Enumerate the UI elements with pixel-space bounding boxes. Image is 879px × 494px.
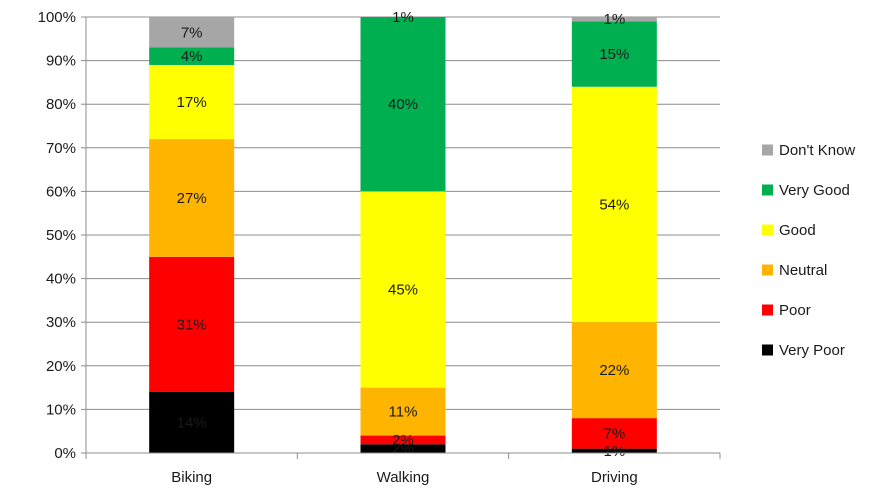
legend-swatch [762, 224, 773, 236]
legend-swatch [762, 184, 773, 196]
bar-segment-driving-very-good [571, 21, 657, 87]
y-tick-label: 30% [46, 314, 76, 331]
legend-label: Very Good [779, 182, 850, 199]
data-label: 15% [599, 46, 629, 63]
bar-segment-biking-poor [149, 256, 235, 392]
y-tick-label: 70% [46, 140, 76, 157]
bar-segment-driving-very-poor [571, 448, 657, 453]
legend-swatch [762, 344, 773, 356]
legend-swatch [762, 144, 773, 156]
data-label: 27% [177, 190, 207, 207]
data-label: 1% [603, 11, 625, 28]
y-tick-label: 90% [46, 53, 76, 70]
legend: Don't Know Very Good Good Neutral Poor Very P… [762, 142, 855, 359]
y-tick-label: 60% [46, 183, 76, 200]
bar-segment-driving-neutral [571, 322, 657, 419]
y-tick-label: 0% [54, 445, 76, 462]
data-label: 22% [599, 362, 629, 379]
bar-segment-walking-poor [360, 435, 446, 445]
data-label: 11% [389, 404, 418, 421]
bars [149, 17, 657, 453]
legend-label: Don't Know [779, 142, 855, 159]
data-label: 14% [177, 414, 207, 431]
data-label: 4% [181, 48, 203, 65]
bar-segment-biking-neutral [149, 139, 235, 257]
data-label: 7% [181, 24, 203, 41]
x-axis-category-labels: Biking Walking Driving [171, 469, 637, 486]
bar-segment-biking-very-poor [149, 391, 235, 453]
bar-segment-driving-don-t-know [571, 17, 657, 22]
data-label: 7% [603, 425, 625, 442]
bar-segment-driving-poor [571, 418, 657, 449]
data-label: 2% [392, 432, 414, 449]
y-tick-label: 20% [46, 358, 76, 375]
bar-segment-walking-neutral [360, 387, 446, 436]
legend-label: Good [779, 222, 816, 239]
legend-label: Poor [779, 302, 811, 319]
bar-segment-driving-good [571, 86, 657, 323]
legend-swatch [762, 264, 773, 276]
legend-label: Very Poor [779, 342, 845, 359]
bar-segment-walking-very-good [360, 17, 446, 192]
data-label: 1% [603, 443, 625, 460]
y-tick-label: 40% [46, 271, 76, 288]
axes [81, 16, 721, 459]
y-tick-label: 50% [46, 227, 76, 244]
y-tick-label: 80% [46, 96, 76, 113]
data-label: 31% [177, 316, 207, 333]
bar-segment-biking-good [149, 64, 235, 140]
data-label: 45% [388, 282, 418, 299]
y-tick-label: 100% [38, 9, 76, 26]
x-category-label: Walking [377, 469, 430, 486]
y-tick-label: 10% [46, 401, 76, 418]
data-label: 17% [177, 94, 207, 111]
y-axis-tick-labels: 0% 10% 20% 30% 40% 50% 60% 70% 80% 90% 100% [38, 9, 76, 462]
x-category-label: Biking [171, 469, 212, 486]
data-label: 1% [392, 9, 414, 26]
data-label: 54% [599, 196, 629, 213]
bar-segment-walking-very-poor [360, 444, 446, 453]
x-category-label: Driving [591, 469, 638, 486]
bar-segment-biking-don-t-know [149, 17, 235, 48]
bar-segment-biking-very-good [149, 47, 235, 65]
legend-swatch [762, 304, 773, 316]
legend-label: Neutral [779, 262, 827, 279]
data-label: 40% [388, 96, 418, 113]
bar-segment-walking-good [360, 191, 446, 388]
